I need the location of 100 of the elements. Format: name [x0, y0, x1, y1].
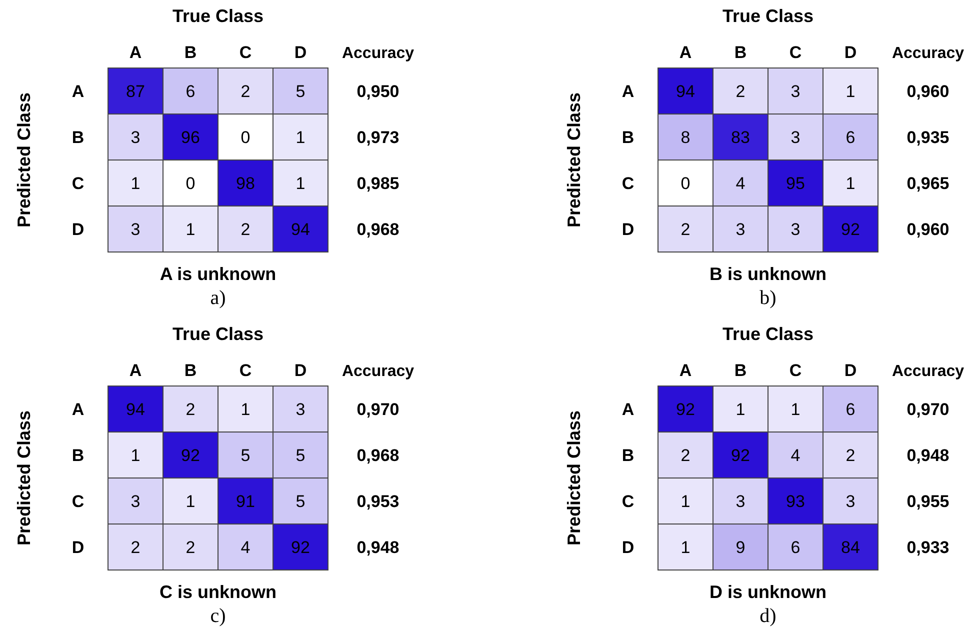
data-label: 92 [291, 538, 310, 557]
y-axis-title: Predicted Class [14, 92, 34, 228]
y-tick-label: A [622, 400, 634, 419]
data-label: 2 [680, 220, 690, 239]
y2-axis-title: Accuracy [892, 45, 964, 62]
data-label: 5 [296, 446, 306, 465]
data-label: 3 [736, 220, 746, 239]
y-tick-label: C [622, 174, 634, 193]
data-label: 1 [790, 400, 800, 419]
data-label: 2 [846, 446, 856, 465]
data-label: 1 [186, 492, 196, 511]
data-label: 4 [736, 174, 746, 193]
y2-tick-label: 0,935 [906, 128, 950, 147]
y2-tick-label: 0,968 [356, 446, 400, 465]
y-tick-label: B [622, 128, 634, 147]
data-label: 96 [181, 128, 200, 147]
data-label: 87 [126, 82, 145, 101]
text: c) [210, 605, 226, 627]
x-axis-title: B is unknown [710, 264, 826, 284]
data-label: 1 [240, 400, 250, 419]
chart-title: True Class [172, 324, 264, 344]
data-label: 1 [680, 538, 690, 557]
data-label: 3 [130, 220, 140, 239]
data-label: 5 [240, 446, 250, 465]
data-label: 1 [296, 128, 306, 147]
data-label: 8 [680, 128, 690, 147]
y-axis-title: Predicted Class [564, 410, 584, 546]
x-tick-label: C [239, 43, 252, 62]
data-label: 3 [736, 492, 746, 511]
data-label: 3 [130, 492, 140, 511]
y2-tick-label: 0,960 [906, 220, 950, 239]
data-label: 2 [680, 446, 690, 465]
chart-title: True Class [172, 6, 264, 26]
data-label: 3 [130, 128, 140, 147]
data-label: 0 [240, 128, 250, 147]
text: d) [760, 605, 776, 627]
data-label: 94 [291, 220, 310, 239]
data-label: 92 [841, 220, 860, 239]
y-axis-title: Predicted Class [564, 92, 584, 228]
data-label: 2 [186, 538, 196, 557]
data-label: 6 [790, 538, 800, 557]
y2-tick-label: 0,960 [906, 82, 950, 101]
data-label: 9 [736, 538, 746, 557]
y2-tick-label: 0,973 [356, 128, 400, 147]
x-tick-label: C [239, 361, 252, 380]
y-tick-label: B [622, 446, 634, 465]
data-label: 2 [186, 400, 196, 419]
data-label: 4 [240, 538, 250, 557]
data-label: 2 [240, 220, 250, 239]
data-label: 3 [846, 492, 856, 511]
data-label: 2 [130, 538, 140, 557]
x-axis-title: D is unknown [710, 582, 826, 602]
y-tick-label: C [72, 174, 84, 193]
y2-tick-label: 0,950 [356, 82, 400, 101]
data-label: 5 [296, 492, 306, 511]
x-axis-title: A is unknown [160, 264, 276, 284]
x-axis-title: C is unknown [160, 582, 276, 602]
data-label: 6 [846, 400, 856, 419]
x-tick-label: B [734, 43, 747, 62]
data-label: 83 [731, 128, 750, 147]
data-label: 1 [186, 220, 196, 239]
x-tick-label: B [184, 361, 197, 380]
x-tick-label: D [294, 43, 307, 62]
y-tick-label: B [72, 446, 84, 465]
data-label: 94 [126, 400, 145, 419]
data-label: 0 [680, 174, 690, 193]
data-label: 92 [181, 446, 200, 465]
data-label: 84 [841, 538, 860, 557]
data-label: 1 [130, 446, 140, 465]
data-label: 3 [790, 82, 800, 101]
x-tick-label: A [679, 43, 692, 62]
x-tick-label: B [184, 43, 197, 62]
y2-tick-label: 0,968 [356, 220, 400, 239]
y2-tick-label: 0,948 [356, 538, 400, 557]
x-tick-label: D [294, 361, 307, 380]
chart-title: True Class [722, 6, 814, 26]
x-tick-label: C [789, 361, 802, 380]
x-tick-label: C [789, 43, 802, 62]
x-tick-label: A [129, 43, 142, 62]
y-tick-label: D [622, 220, 634, 239]
data-label: 0 [186, 174, 196, 193]
x-tick-label: D [844, 43, 857, 62]
y2-tick-label: 0,955 [906, 492, 950, 511]
data-label: 3 [296, 400, 306, 419]
data-label: 2 [240, 82, 250, 101]
y2-tick-label: 0,985 [356, 174, 400, 193]
data-label: 3 [790, 128, 800, 147]
data-label: 1 [296, 174, 306, 193]
y2-tick-label: 0,953 [356, 492, 400, 511]
data-label: 6 [846, 128, 856, 147]
y-tick-label: C [622, 492, 634, 511]
y-tick-label: A [622, 82, 634, 101]
y-tick-label: D [72, 220, 84, 239]
data-label: 2 [736, 82, 746, 101]
y2-tick-label: 0,970 [356, 400, 400, 419]
data-label: 98 [236, 174, 255, 193]
data-label: 5 [296, 82, 306, 101]
data-label: 4 [790, 446, 800, 465]
chart-title: True Class [722, 324, 814, 344]
y-tick-label: C [72, 492, 84, 511]
